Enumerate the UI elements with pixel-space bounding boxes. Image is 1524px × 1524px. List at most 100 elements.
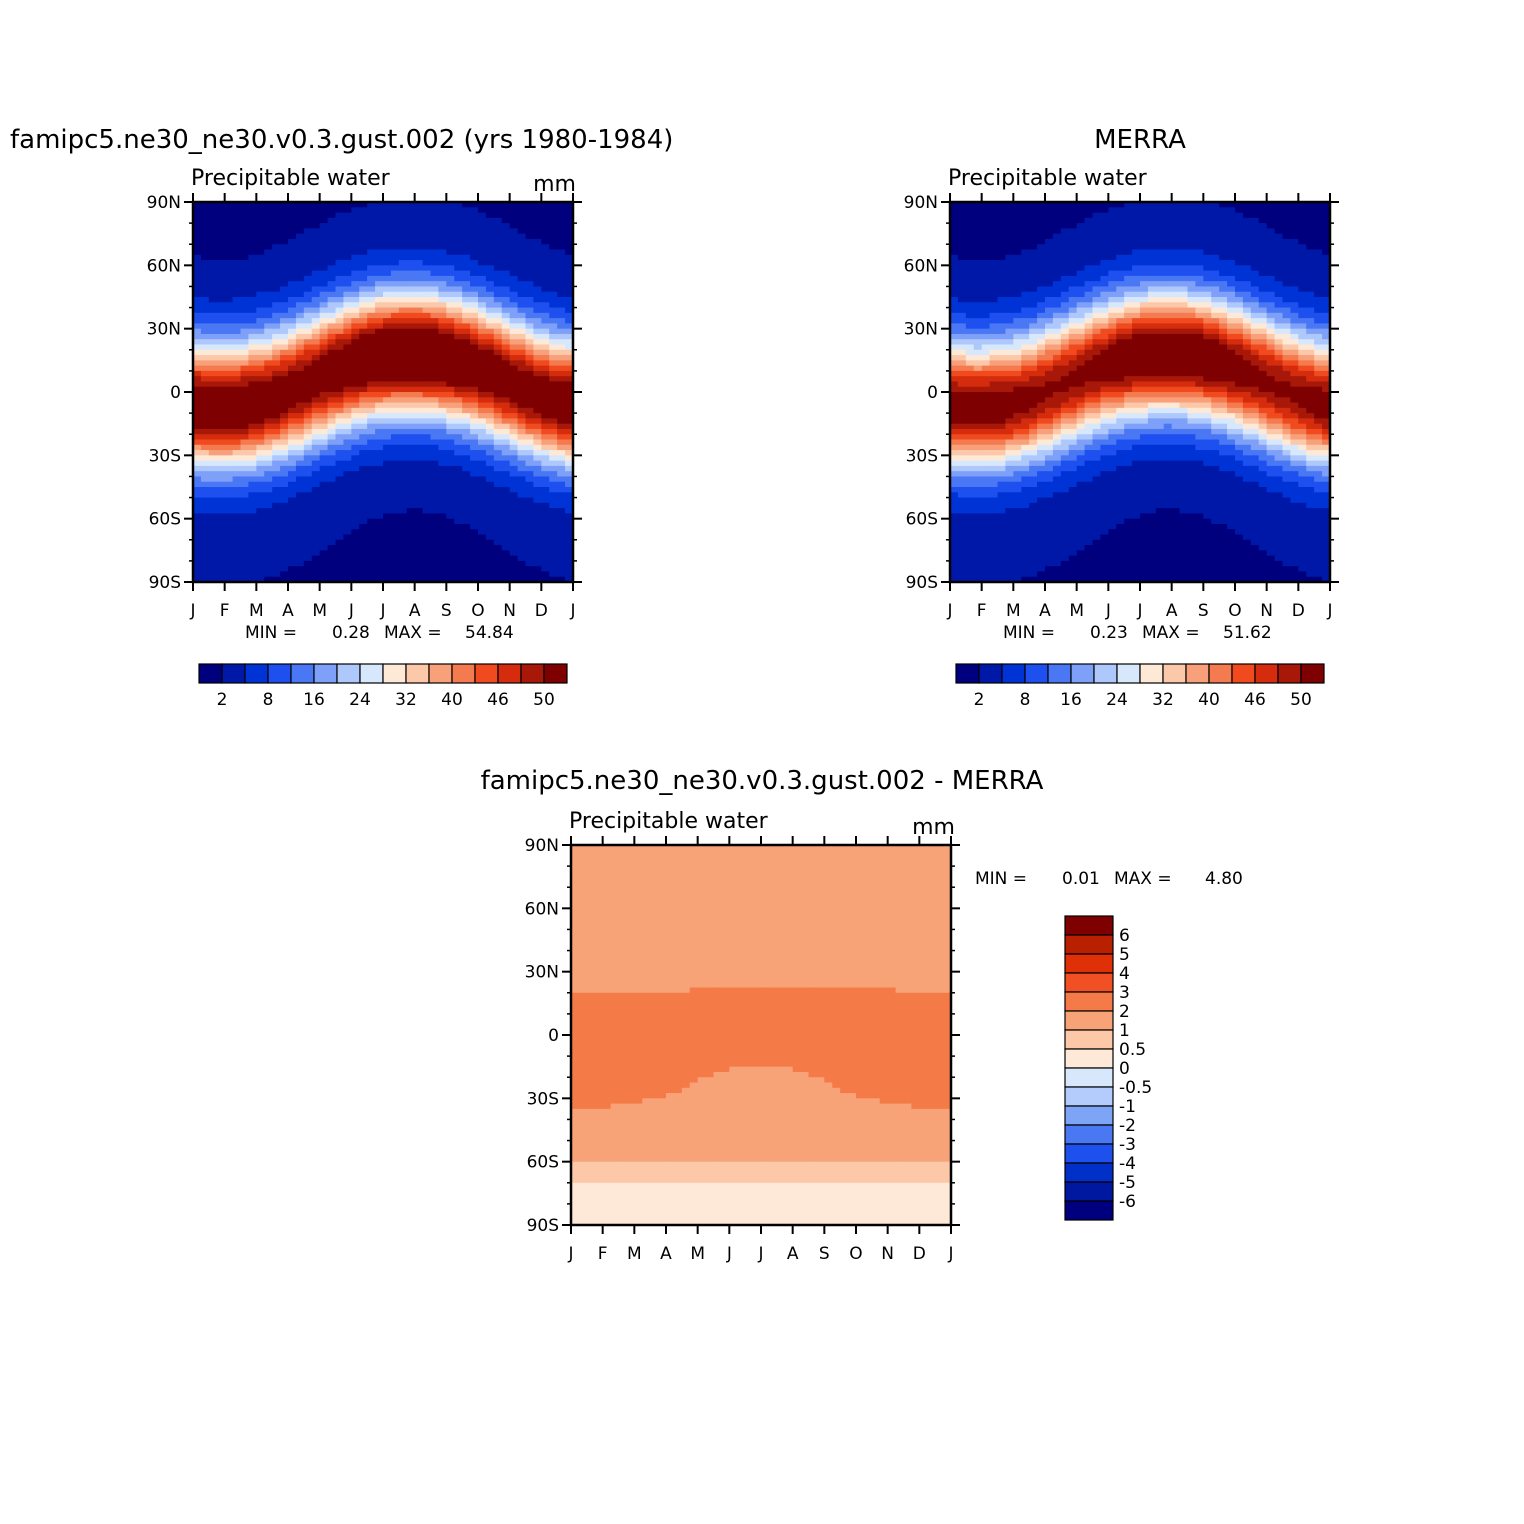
contour-cell [335,323,345,330]
contour-cell [1084,223,1094,229]
contour-cell [193,539,202,546]
contour-cell [438,223,447,229]
contour-cell [303,497,313,504]
contour-cell [557,233,566,240]
contour-cell [280,238,289,245]
contour-cell [1100,286,1109,293]
contour-cell [232,402,242,409]
contour-cell [533,312,542,319]
contour-cell [359,529,368,536]
contour-cell [351,481,360,488]
contour-cell [973,523,983,530]
contour-cell [462,576,471,582]
contour-cell [422,418,432,425]
contour-cell [224,560,234,567]
contour-cell [383,545,392,551]
contour-cell [565,365,573,372]
contour-cell [1060,370,1070,377]
contour-cell [216,291,226,298]
contour-cell [351,349,360,356]
contour-cell [240,523,250,530]
contour-cell [406,423,416,430]
contour-cell [1045,328,1054,335]
contour-cell [216,555,226,562]
contour-cell [319,529,329,536]
contour-cell [989,339,999,346]
contour-cell [208,302,218,309]
contour-cell [216,244,226,251]
contour-cell [1084,302,1094,309]
contour-cell [272,471,281,478]
contour-cell [565,481,573,488]
contour-cell [1029,323,1038,330]
contour-cell [398,212,408,219]
contour-cell [1037,423,1046,430]
contour-cell [1037,291,1046,298]
contour-cell [414,392,424,398]
contour-cell [541,349,550,356]
contour-cell [303,397,313,404]
contour-cell [311,339,321,346]
contour-cell [335,508,345,514]
contour-cell [470,539,479,546]
contour-cell [1100,291,1109,298]
contour-cell [997,202,1007,208]
contour-cell [232,555,242,562]
contour-cell [1005,312,1014,319]
contour-cell [973,217,983,224]
contour-cell [1076,529,1086,536]
contour-cell [549,254,558,261]
contour-cell [375,233,384,240]
contour-cell [256,286,265,293]
contour-cell [950,318,959,324]
contour-cell [414,402,424,409]
contour-cell [319,349,329,356]
contour-cell [525,323,535,330]
contour-cell [501,450,511,456]
contour-cell [438,265,447,272]
contour-cell [989,407,999,414]
contour-cell [446,434,455,441]
contour-cell [390,497,400,504]
contour-cell [997,370,1007,377]
contour-cell [208,323,218,330]
contour-cell [557,270,566,277]
contour-cell [383,291,392,298]
contour-cell [383,297,392,303]
contour-cell [1068,397,1078,404]
contour-cell [375,360,384,367]
contour-cell [446,534,455,541]
contour-cell [1029,545,1038,551]
contour-cell [303,555,313,562]
contour-cell [1021,265,1030,272]
contour-cell [303,423,313,430]
contour-cell [256,217,265,224]
contour-cell [303,344,313,351]
contour-cell [1068,487,1078,493]
contour-cell [965,244,975,251]
contour-cell [414,571,424,578]
contour-cell [973,397,983,404]
contour-cell [1045,318,1054,324]
contour-cell [565,471,573,478]
contour-cell [438,318,447,324]
contour-cell [232,233,242,240]
contour-cell [406,249,416,256]
contour-cell [264,518,273,525]
contour-cell [216,297,226,303]
contour-cell [1068,550,1078,557]
contour-cell [406,434,416,441]
contour-cell [1068,244,1078,251]
contour-cell [224,339,234,346]
contour-cell [1052,444,1062,451]
contour-cell [509,376,519,383]
contour-cell [359,465,368,472]
contour-cell [1037,492,1046,499]
contour-cell [375,423,384,430]
contour-cell [303,428,313,435]
contour-cell [335,254,345,261]
contour-cell [470,402,479,409]
contour-cell [485,471,495,478]
contour-cell [327,376,337,383]
contour-cell [406,286,416,293]
